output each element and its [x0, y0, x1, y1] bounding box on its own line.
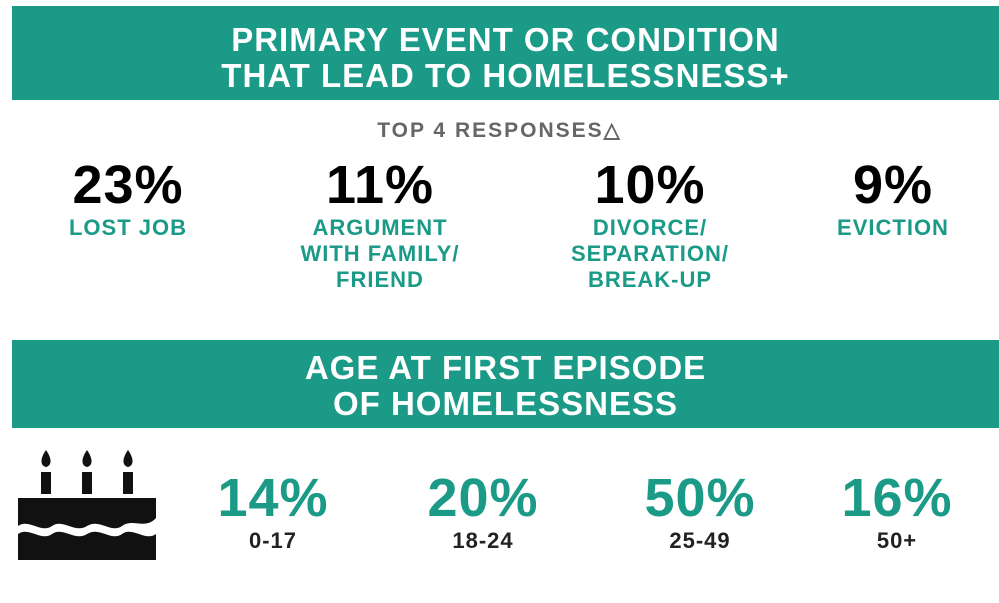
label: DIVORCE/ [592, 215, 708, 240]
percent: 14% [217, 468, 329, 528]
age-label: 18-24 [452, 528, 514, 553]
percent: 50% [644, 468, 756, 528]
age-label: 50+ [876, 528, 918, 553]
label: EVICTION [837, 215, 949, 240]
cake-icon [18, 450, 156, 560]
percent: 16% [841, 468, 953, 528]
title-line: AGE AT FIRST EPISODE [304, 349, 707, 386]
response: 9% EVICTION [763, 155, 999, 241]
title-line: OF HOMELESSNESS [332, 385, 679, 422]
label: FRIEND [336, 267, 424, 292]
label: SEPARATION/ [570, 241, 730, 266]
age-label: 0-17 [248, 528, 298, 553]
age-group: 14% 0-17 [143, 468, 403, 554]
section2-banner: AGE AT FIRST EPISODE OF HOMELESSNESS [12, 340, 999, 428]
title-line: THAT LEAD TO HOMELESSNESS+ [221, 57, 790, 94]
percent: 11% [325, 155, 435, 215]
age-group: 50% 25-49 [570, 468, 830, 554]
title-line: PRIMARY EVENT OR CONDITION [231, 21, 780, 58]
label: BREAK-UP [587, 267, 713, 292]
label: ARGUMENT [312, 215, 448, 240]
percent: 23% [72, 155, 184, 215]
section1-banner: PRIMARY EVENT OR CONDITION THAT LEAD TO … [12, 6, 999, 100]
percent: 10% [594, 155, 706, 215]
response: 11% ARGUMENT WITH FAMILY/ FRIEND [250, 155, 510, 293]
percent: 20% [427, 468, 539, 528]
label: LOST JOB [68, 215, 187, 240]
age-group: 16% 50+ [767, 468, 999, 554]
percent: 9% [852, 155, 934, 215]
response: 23% LOST JOB [0, 155, 258, 241]
response: 10% DIVORCE/ SEPARATION/ BREAK-UP [520, 155, 780, 293]
label: WITH FAMILY/ [300, 241, 460, 266]
age-group: 20% 18-24 [353, 468, 613, 554]
subtitle: TOP 4 RESPONSES△ [377, 119, 622, 142]
age-label: 25-49 [669, 528, 731, 553]
